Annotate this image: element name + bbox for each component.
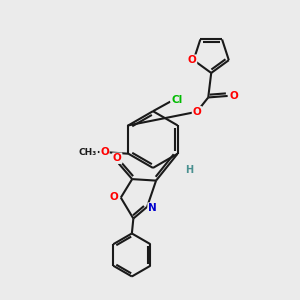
Text: N: N (148, 203, 157, 213)
Text: O: O (230, 91, 239, 101)
Text: H: H (185, 165, 193, 175)
Text: Cl: Cl (171, 95, 182, 105)
Text: O: O (193, 107, 201, 117)
Text: CH₃: CH₃ (79, 148, 97, 157)
Text: O: O (110, 192, 118, 202)
Text: O: O (100, 147, 109, 157)
Text: O: O (188, 55, 197, 65)
Text: O: O (113, 153, 122, 163)
